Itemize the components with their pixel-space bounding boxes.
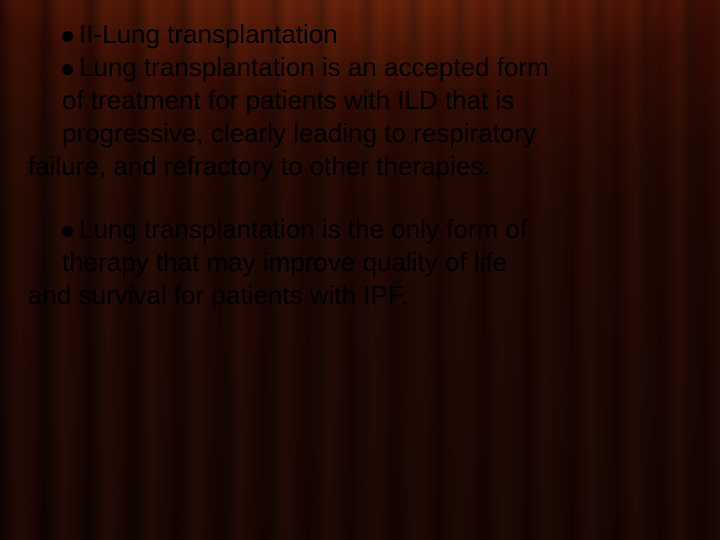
bullet-text: II-Lung transplantation bbox=[79, 19, 338, 49]
bullet-cont-line: and survival for patients with IPF. bbox=[28, 279, 670, 312]
bullet-icon bbox=[62, 64, 73, 75]
bullet-first-line: Lung transplantation is the only form of bbox=[28, 213, 670, 246]
slide-content: II-Lung transplantation Lung transplanta… bbox=[28, 18, 670, 342]
bullet-cont-line: of treatment for patients with ILD that … bbox=[28, 84, 670, 117]
bullet-icon bbox=[62, 226, 73, 237]
slide: II-Lung transplantation Lung transplanta… bbox=[0, 0, 720, 540]
bullet-item: Lung transplantation is the only form of… bbox=[28, 213, 670, 312]
bullet-item: II-Lung transplantation bbox=[28, 18, 670, 51]
bullet-icon bbox=[62, 31, 73, 42]
bullet-text: Lung transplantation is an accepted form bbox=[79, 52, 549, 82]
paragraph: II-Lung transplantation Lung transplanta… bbox=[28, 18, 670, 183]
bullet-cont-line: failure, and refractory to other therapi… bbox=[28, 150, 670, 183]
bullet-cont-line: therapy that may improve quality of life bbox=[28, 246, 670, 279]
bullet-first-line: Lung transplantation is an accepted form bbox=[28, 51, 670, 84]
bullet-item: Lung transplantation is an accepted form… bbox=[28, 51, 670, 183]
bullet-first-line: II-Lung transplantation bbox=[28, 18, 670, 51]
paragraph: Lung transplantation is the only form of… bbox=[28, 213, 670, 312]
bullet-cont-line: progressive, clearly leading to respirat… bbox=[28, 117, 670, 150]
bullet-text: Lung transplantation is the only form of bbox=[79, 214, 527, 244]
